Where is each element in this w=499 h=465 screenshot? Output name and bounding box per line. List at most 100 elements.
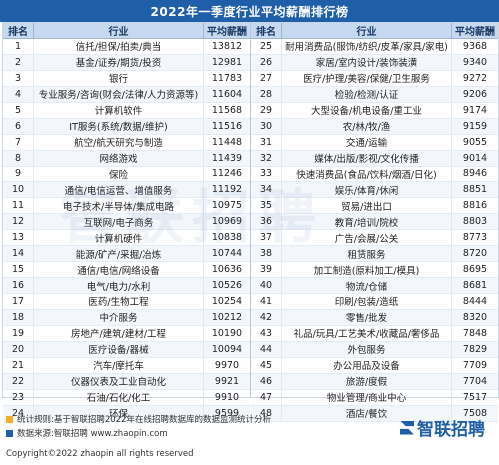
table-row: 25 耐用消费品(服饰/纺织/皮革/家具/家电) 9368 bbox=[251, 39, 498, 55]
industry-cell: 中介服务 bbox=[34, 309, 204, 325]
rank-cell: 27 bbox=[251, 70, 282, 86]
rank-cell: 23 bbox=[3, 389, 34, 405]
table-row: 22 仪器仪表及工业自动化 9921 bbox=[3, 373, 250, 390]
salary-cell: 9921 bbox=[214, 375, 240, 387]
industry-cell: 石油/石化/化工 bbox=[34, 389, 204, 405]
industry-cell: 加工制造(原料加工/模具) bbox=[282, 262, 452, 278]
rank-cell: 35 bbox=[251, 198, 282, 214]
salary-cell: 8803 bbox=[462, 216, 488, 228]
table-row: 5 计算机软件 11568 bbox=[3, 102, 250, 119]
salary-cell: 9910 bbox=[214, 391, 240, 403]
note-rule: 统计规则:基于智联招聘2022年在线招聘数据库的数据监测统计分析 bbox=[6, 412, 271, 426]
salary-cell: 9159 bbox=[462, 120, 488, 132]
header-industry: 行业 bbox=[282, 23, 452, 38]
footnotes: 统计规则:基于智联招聘2022年在线招聘数据库的数据监测统计分析 数据来源:智联… bbox=[6, 412, 271, 440]
table-row: 46 旅游/度假 7704 bbox=[251, 373, 498, 390]
salary-ranking-table: 排名 行业 平均薪酬 1 信托/担保/拍卖/典当 13812 2 基金/证券/期货/投资… bbox=[2, 22, 499, 422]
industry-cell: 房地产/建筑/建材/工程 bbox=[34, 325, 204, 341]
industry-cell: 环保 bbox=[34, 405, 204, 421]
industry-cell: IT服务(系统/数据/维护) bbox=[34, 118, 204, 134]
table-row: 38 租赁服务 8720 bbox=[251, 246, 498, 263]
rank-cell: 26 bbox=[251, 54, 282, 70]
rank-cell: 32 bbox=[251, 150, 282, 166]
salary-cell: 11448 bbox=[211, 136, 243, 148]
table-row: 28 检验/检测/认证 9206 bbox=[251, 86, 498, 103]
rank-cell: 22 bbox=[3, 373, 34, 389]
rank-cell: 5 bbox=[3, 102, 34, 118]
table-row: 31 交通/运输 9055 bbox=[251, 134, 498, 151]
header-rank: 排名 bbox=[3, 23, 34, 38]
salary-cell: 8444 bbox=[462, 295, 488, 307]
industry-cell: 通信/电信运营、增值服务 bbox=[34, 182, 204, 198]
salary-cell: 7709 bbox=[462, 359, 488, 371]
rank-cell: 11 bbox=[3, 198, 34, 214]
salary-cell: 11192 bbox=[211, 184, 243, 196]
industry-cell: 计算机硬件 bbox=[34, 230, 204, 246]
zhaopin-logo: 智联招聘 bbox=[400, 415, 485, 440]
industry-cell: 广告/会展/公关 bbox=[282, 230, 452, 246]
salary-cell: 8695 bbox=[462, 264, 488, 276]
table-row: 23 石油/石化/化工 9910 bbox=[3, 389, 250, 406]
logo-mark-icon bbox=[400, 420, 414, 435]
table-row: 4 专业服务/咨询(财会/法律/人力资源等) 11604 bbox=[3, 86, 250, 103]
salary-cell: 10212 bbox=[211, 311, 243, 323]
rank-cell: 17 bbox=[3, 294, 34, 309]
table-row: 18 中介服务 10212 bbox=[3, 309, 250, 326]
rank-cell: 7 bbox=[3, 134, 34, 150]
table-row: 43 礼品/玩具/工艺美术/收藏品/奢侈品 7848 bbox=[251, 325, 498, 342]
rank-cell: 29 bbox=[251, 102, 282, 118]
salary-cell: 10975 bbox=[211, 200, 243, 212]
industry-cell: 保险 bbox=[34, 166, 204, 182]
rank-cell: 30 bbox=[251, 118, 282, 134]
table-row: 35 贸易/进出口 8816 bbox=[251, 198, 498, 215]
page-title: 2022年一季度行业平均薪酬排行榜 bbox=[0, 0, 499, 22]
rank-cell: 28 bbox=[251, 86, 282, 102]
industry-cell: 旅游/度假 bbox=[282, 373, 452, 389]
header-industry: 行业 bbox=[34, 23, 204, 38]
salary-cell: 9272 bbox=[462, 72, 488, 84]
rank-cell: 3 bbox=[3, 70, 34, 86]
industry-cell: 能源/矿产/采掘/冶炼 bbox=[34, 246, 204, 262]
salary-cell: 9970 bbox=[214, 359, 240, 371]
industry-cell: 农/林/牧/渔 bbox=[282, 118, 452, 134]
table-body-left: 1 信托/担保/拍卖/典当 13812 2 基金/证券/期货/投资 12981 3 银行 117… bbox=[3, 39, 250, 422]
rank-cell: 4 bbox=[3, 86, 34, 102]
table-row: 32 媒体/出版/影视/文化传播 9014 bbox=[251, 150, 498, 167]
industry-cell: 互联网/电子商务 bbox=[34, 214, 204, 230]
industry-cell: 医疗设备/器械 bbox=[34, 341, 204, 357]
rank-cell: 34 bbox=[251, 182, 282, 198]
rank-cell: 24 bbox=[3, 405, 34, 421]
salary-cell: 7517 bbox=[462, 391, 488, 403]
industry-cell: 印刷/包装/造纸 bbox=[282, 294, 452, 309]
table-row: 36 教育/培训/院校 8803 bbox=[251, 214, 498, 231]
industry-cell: 物流/仓储 bbox=[282, 278, 452, 293]
salary-cell: 9599 bbox=[214, 407, 240, 419]
table-row: 3 银行 11783 bbox=[3, 70, 250, 87]
rank-cell: 8 bbox=[3, 150, 34, 166]
salary-cell: 9206 bbox=[462, 88, 488, 100]
rank-cell: 13 bbox=[3, 230, 34, 246]
table-row: 20 医疗设备/器械 10094 bbox=[3, 341, 250, 358]
salary-cell: 11783 bbox=[211, 72, 243, 84]
table-row: 33 快速消费品(食品/饮料/烟酒/日化) 8946 bbox=[251, 166, 498, 183]
table-right-half: 排名 行业 平均薪酬 25 耐用消费品(服饰/纺织/皮革/家具/家电) 9368 26… bbox=[251, 23, 498, 422]
table-row: 24 环保 9599 bbox=[3, 405, 250, 422]
table-row: 47 物业管理/商业中心 7517 bbox=[251, 389, 498, 406]
industry-cell: 大型设备/机电设备/重工业 bbox=[282, 102, 452, 118]
rank-cell: 46 bbox=[251, 373, 282, 389]
rank-cell: 2 bbox=[3, 54, 34, 70]
rank-cell: 47 bbox=[251, 389, 282, 405]
table-row: 12 互联网/电子商务 10969 bbox=[3, 214, 250, 231]
table-row: 27 医疗/护理/美容/保健/卫生服务 9272 bbox=[251, 70, 498, 87]
salary-cell: 9340 bbox=[462, 56, 488, 68]
table-header-right: 排名 行业 平均薪酬 bbox=[251, 23, 498, 39]
note-rule-text: 统计规则:基于智联招聘2022年在线招聘数据库的数据监测统计分析 bbox=[17, 415, 271, 425]
industry-cell: 医疗/护理/美容/保健/卫生服务 bbox=[282, 70, 452, 86]
salary-cell: 7508 bbox=[462, 407, 488, 419]
industry-cell: 计算机软件 bbox=[34, 102, 204, 118]
rank-cell: 44 bbox=[251, 341, 282, 357]
table-row: 8 网络游戏 11439 bbox=[3, 150, 250, 167]
industry-cell: 电子技术/半导体/集成电路 bbox=[34, 198, 204, 214]
industry-cell: 通信/电信/网络设备 bbox=[34, 262, 204, 278]
table-row: 29 大型设备/机电设备/重工业 9174 bbox=[251, 102, 498, 119]
